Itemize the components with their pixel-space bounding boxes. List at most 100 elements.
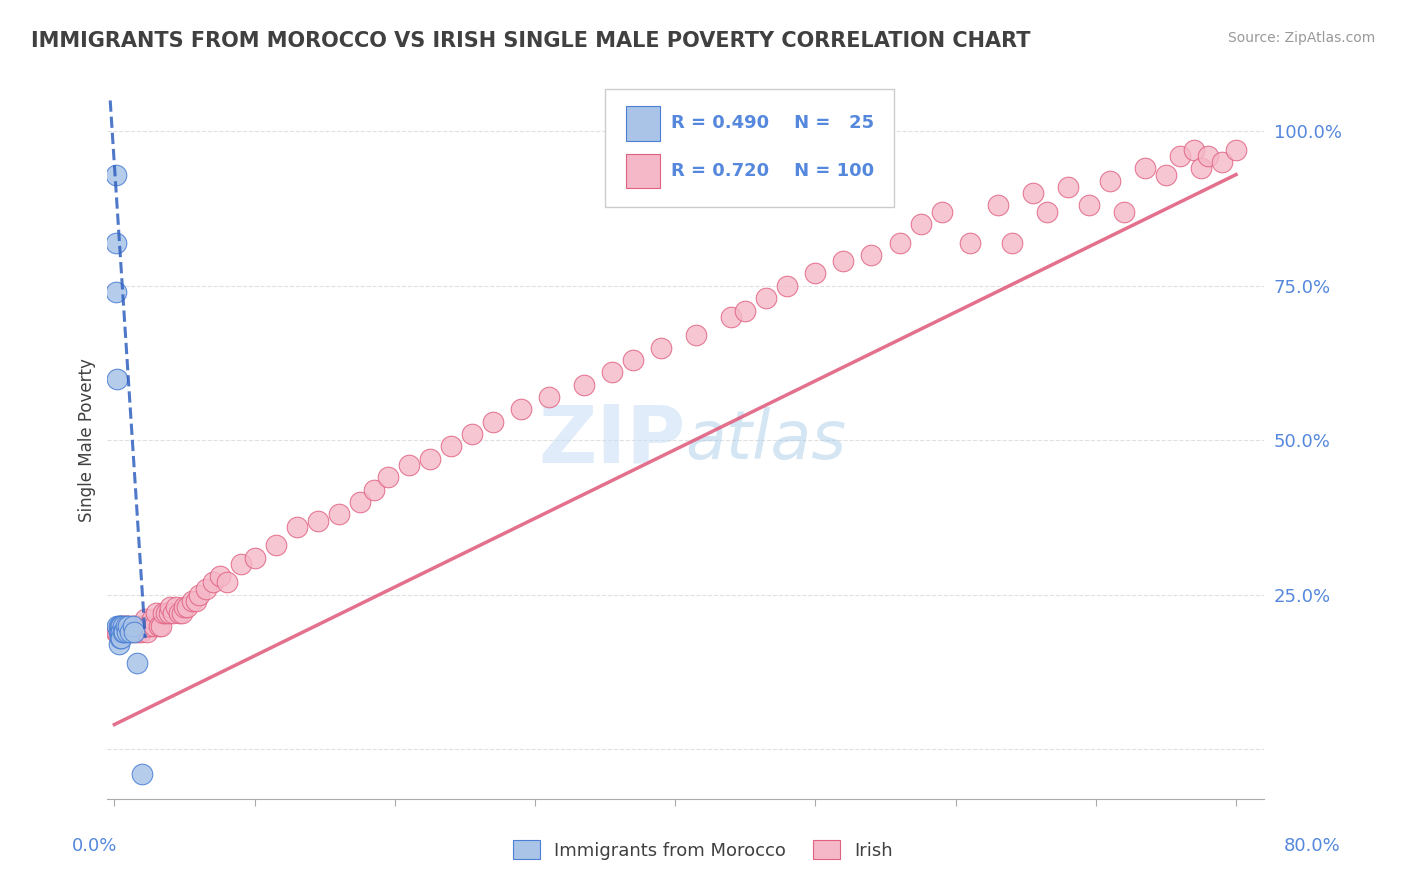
- Point: [134, 613, 156, 627]
- Point: [117, 624, 139, 639]
- Y-axis label: Single Male Poverty: Single Male Poverty: [79, 359, 96, 522]
- Point: [1098, 174, 1121, 188]
- Point: [105, 618, 128, 632]
- Point: [115, 618, 138, 632]
- Point: [125, 618, 148, 632]
- Point: [860, 248, 883, 262]
- Point: [124, 618, 146, 632]
- Point: [229, 557, 252, 571]
- Point: [398, 458, 420, 472]
- Point: [755, 291, 778, 305]
- Text: R = 0.490    N =   25: R = 0.490 N = 25: [671, 114, 873, 133]
- Point: [121, 618, 143, 632]
- FancyBboxPatch shape: [605, 89, 894, 207]
- Point: [112, 618, 135, 632]
- Point: [118, 624, 141, 639]
- Point: [152, 607, 174, 621]
- Point: [349, 495, 371, 509]
- Point: [1077, 198, 1099, 212]
- Point: [105, 624, 128, 639]
- Point: [931, 204, 953, 219]
- Point: [1133, 161, 1156, 176]
- Point: [720, 310, 742, 324]
- Point: [117, 618, 139, 632]
- Point: [243, 550, 266, 565]
- Point: [145, 607, 167, 621]
- Point: [122, 624, 145, 639]
- Point: [122, 624, 145, 639]
- Point: [832, 254, 855, 268]
- Point: [111, 618, 134, 632]
- Point: [157, 607, 180, 621]
- Point: [125, 656, 148, 670]
- Point: [142, 618, 165, 632]
- Point: [208, 569, 231, 583]
- Point: [110, 618, 132, 632]
- Point: [108, 618, 131, 632]
- Point: [114, 624, 136, 639]
- Point: [1112, 204, 1135, 219]
- Point: [159, 600, 181, 615]
- Point: [959, 235, 981, 250]
- Point: [107, 624, 129, 639]
- Point: [129, 624, 152, 639]
- Text: 0.0%: 0.0%: [72, 837, 117, 855]
- Point: [114, 618, 136, 632]
- Point: [440, 440, 463, 454]
- Point: [110, 624, 132, 639]
- Point: [121, 618, 143, 632]
- Point: [120, 618, 142, 632]
- Point: [621, 353, 644, 368]
- Point: [510, 402, 533, 417]
- Point: [131, 618, 153, 632]
- Point: [685, 328, 707, 343]
- FancyBboxPatch shape: [626, 153, 661, 188]
- Point: [135, 624, 157, 639]
- Point: [104, 235, 127, 250]
- Point: [112, 624, 135, 639]
- Point: [201, 575, 224, 590]
- Point: [1189, 161, 1212, 176]
- Point: [1056, 180, 1078, 194]
- Text: atlas: atlas: [686, 408, 846, 474]
- Point: [111, 618, 134, 632]
- Point: [118, 624, 141, 639]
- Point: [127, 624, 149, 639]
- Legend: Immigrants from Morocco, Irish: Immigrants from Morocco, Irish: [506, 833, 900, 867]
- Point: [170, 607, 193, 621]
- Point: [1225, 143, 1247, 157]
- Point: [148, 618, 170, 632]
- Point: [328, 508, 350, 522]
- Point: [110, 624, 132, 639]
- Text: ZIP: ZIP: [538, 401, 686, 479]
- FancyBboxPatch shape: [626, 106, 661, 141]
- Point: [1035, 204, 1057, 219]
- Point: [155, 607, 177, 621]
- Point: [115, 624, 138, 639]
- Point: [104, 624, 127, 639]
- Point: [104, 168, 127, 182]
- Point: [105, 371, 128, 385]
- Point: [650, 341, 672, 355]
- Text: Source: ZipAtlas.com: Source: ZipAtlas.com: [1227, 31, 1375, 45]
- Point: [167, 607, 190, 621]
- Point: [215, 575, 238, 590]
- Point: [776, 278, 799, 293]
- Point: [1022, 186, 1045, 201]
- Text: IMMIGRANTS FROM MOROCCO VS IRISH SINGLE MALE POVERTY CORRELATION CHART: IMMIGRANTS FROM MOROCCO VS IRISH SINGLE …: [31, 31, 1031, 51]
- Point: [176, 600, 198, 615]
- Point: [136, 618, 159, 632]
- Point: [572, 377, 595, 392]
- Point: [482, 415, 505, 429]
- Point: [132, 618, 155, 632]
- Point: [108, 631, 131, 645]
- Point: [419, 451, 441, 466]
- Point: [1001, 235, 1024, 250]
- Point: [107, 637, 129, 651]
- Point: [987, 198, 1010, 212]
- Point: [162, 607, 184, 621]
- Point: [110, 631, 132, 645]
- Point: [117, 618, 139, 632]
- Point: [104, 285, 127, 299]
- Point: [1211, 155, 1233, 169]
